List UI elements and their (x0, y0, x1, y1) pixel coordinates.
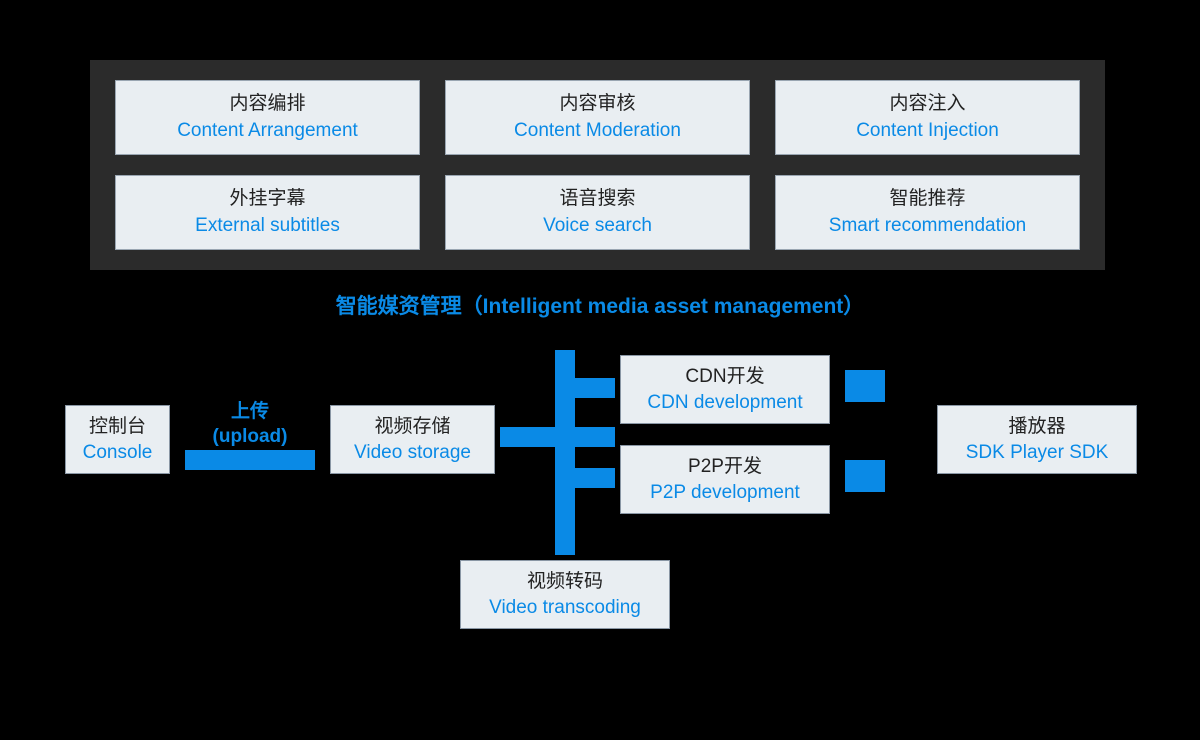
card-cn: 智能推荐 (784, 186, 1071, 213)
node-cdn-dev: CDN开发 CDN development (620, 355, 830, 424)
card-cn: 内容注入 (784, 91, 1071, 118)
node-en: SDK Player SDK (948, 440, 1126, 466)
upload-cn: 上传 (231, 401, 269, 422)
card-en: Content Moderation (454, 118, 741, 145)
connector-bar (845, 370, 885, 402)
card-content-arrangement: 内容编排 Content Arrangement (115, 80, 420, 155)
node-cn: 视频转码 (471, 569, 659, 595)
upload-label: 上传 (upload) (195, 400, 305, 449)
card-external-subtitles: 外挂字幕 External subtitles (115, 175, 420, 250)
node-cn: P2P开发 (631, 454, 819, 480)
node-en: Console (76, 440, 159, 466)
card-en: Content Injection (784, 118, 1071, 145)
node-en: CDN development (631, 390, 819, 416)
panel-row-1: 内容编排 Content Arrangement 内容审核 Content Mo… (115, 80, 1080, 155)
card-cn: 内容编排 (124, 91, 411, 118)
asset-management-panel: 内容编排 Content Arrangement 内容审核 Content Mo… (90, 60, 1105, 270)
connector-bar (185, 450, 315, 470)
node-cn: 控制台 (76, 414, 159, 440)
flow-diagram: 控制台 Console 上传 (upload) 视频存储 Video stora… (0, 330, 1200, 660)
node-en: Video transcoding (471, 595, 659, 621)
upload-en: (upload) (213, 426, 288, 447)
node-player-sdk: 播放器 SDK Player SDK (937, 405, 1137, 474)
node-en: Video storage (341, 440, 484, 466)
card-content-moderation: 内容审核 Content Moderation (445, 80, 750, 155)
card-en: Smart recommendation (784, 213, 1071, 240)
card-en: External subtitles (124, 213, 411, 240)
node-console: 控制台 Console (65, 405, 170, 474)
node-cn: 视频存储 (341, 414, 484, 440)
node-cn: CDN开发 (631, 364, 819, 390)
node-video-transcoding: 视频转码 Video transcoding (460, 560, 670, 629)
card-voice-search: 语音搜索 Voice search (445, 175, 750, 250)
card-en: Content Arrangement (124, 118, 411, 145)
node-en: P2P development (631, 480, 819, 506)
node-video-storage: 视频存储 Video storage (330, 405, 495, 474)
panel-row-2: 外挂字幕 External subtitles 语音搜索 Voice searc… (115, 175, 1080, 250)
connector-bar (560, 378, 615, 398)
node-cn: 播放器 (948, 414, 1126, 440)
connector-bar (845, 460, 885, 492)
card-content-injection: 内容注入 Content Injection (775, 80, 1080, 155)
node-p2p-dev: P2P开发 P2P development (620, 445, 830, 514)
connector-bar (560, 468, 615, 488)
card-cn: 语音搜索 (454, 186, 741, 213)
card-cn: 外挂字幕 (124, 186, 411, 213)
card-smart-recommendation: 智能推荐 Smart recommendation (775, 175, 1080, 250)
card-en: Voice search (454, 213, 741, 240)
card-cn: 内容审核 (454, 91, 741, 118)
section-title: 智能媒资管理（Intelligent media asset managemen… (0, 290, 1200, 320)
